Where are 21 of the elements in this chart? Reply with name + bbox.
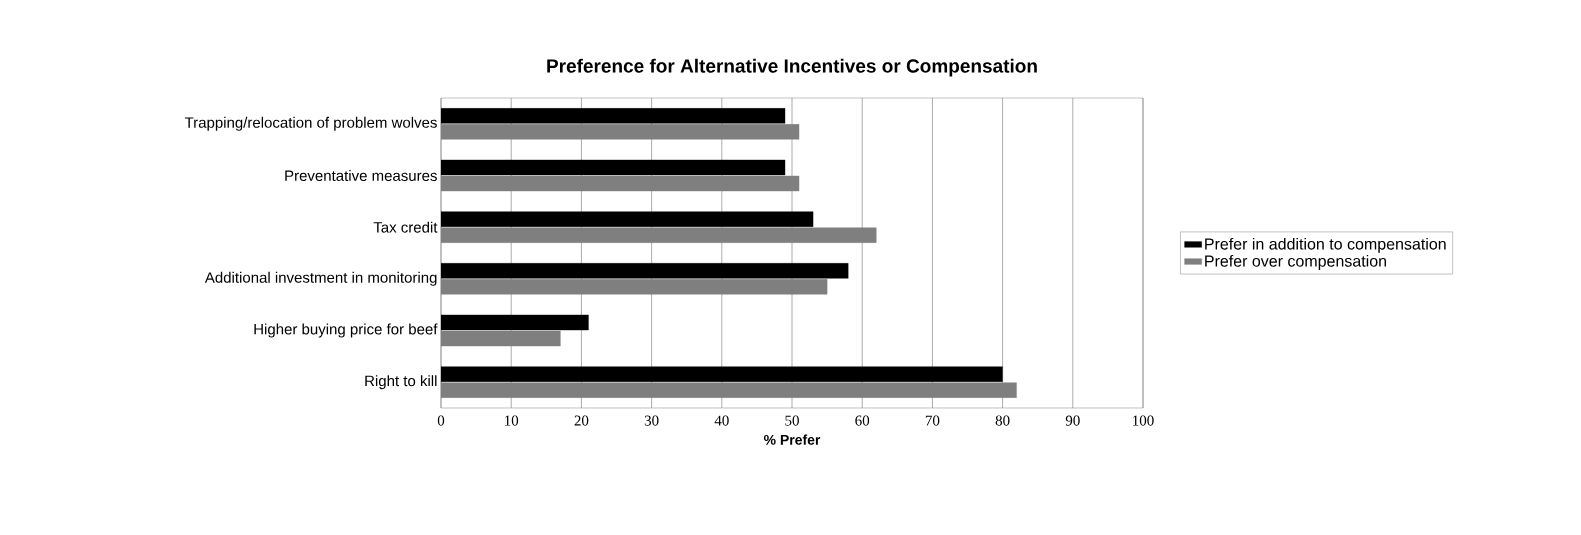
legend-label: Prefer over compensation — [1205, 255, 1386, 270]
x-axis-title: % Prefer — [763, 434, 821, 445]
x-tick-label: 20 — [574, 415, 589, 426]
x-tick-label: 60 — [855, 415, 870, 426]
y-tick-label: Trapping/relocation of problem wolves — [184, 116, 437, 131]
x-tick-label: 100 — [1133, 415, 1154, 426]
x-tick-label: 0 — [437, 415, 445, 426]
y-tick-label: Right to kill — [365, 375, 437, 390]
y-tick-label: Tax credit — [373, 221, 438, 233]
y-tick-label: Preventative measures — [285, 169, 437, 181]
chart-title: Preference for Alternative Incentives or Compensation — [547, 58, 1037, 77]
x-tick-label: 40 — [714, 415, 729, 426]
y-tick-label: Higher buying price for beef — [254, 323, 438, 338]
x-tick-label: 80 — [995, 415, 1010, 426]
legend-label: Prefer in addition to compensation — [1205, 237, 1446, 253]
y-tick-label: Additional investment in monitoring — [204, 271, 437, 286]
x-tick-label: 90 — [1065, 415, 1080, 426]
x-tick-label: 10 — [505, 415, 519, 426]
x-tick-label: 50 — [785, 415, 799, 426]
x-tick-label: 30 — [644, 415, 659, 426]
x-tick-label: 70 — [925, 415, 940, 426]
